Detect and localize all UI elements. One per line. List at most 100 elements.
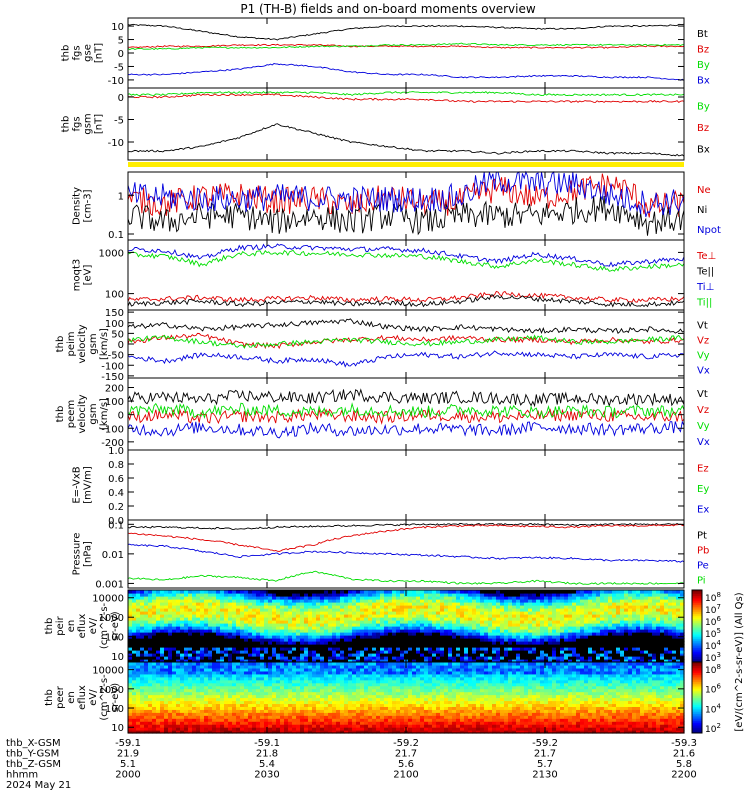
spectrogram-cell [476, 653, 481, 657]
spectrogram-cell [248, 670, 253, 675]
spectrogram-cell [636, 647, 641, 651]
spectrogram-cell [664, 644, 669, 648]
spectrogram-cell [300, 682, 305, 687]
spectrogram-cell [536, 596, 541, 600]
spectrogram-cell [244, 650, 249, 654]
spectrogram-cell [384, 638, 389, 642]
spectrogram-cell [316, 629, 321, 633]
spectrogram-cell [560, 614, 565, 618]
spectrogram-cell [608, 635, 613, 639]
spectrogram-cell [444, 593, 449, 597]
spectrogram-cell [604, 620, 609, 624]
spectrogram-cell [236, 682, 241, 687]
spectrogram-cell [284, 632, 289, 636]
spectrogram-cell [172, 656, 177, 660]
spectrogram-cell [252, 602, 257, 606]
spectrogram-cell [368, 605, 373, 609]
spectrogram-cell [660, 653, 665, 657]
spectrogram-cell [480, 656, 485, 660]
spectrogram-cell [424, 626, 429, 630]
spectrogram-cell [204, 676, 209, 681]
spectrogram-cell [540, 599, 545, 603]
spectrogram-cell [180, 614, 185, 618]
spectrogram-cell [188, 697, 193, 702]
spectrogram-cell [320, 718, 325, 722]
spectrogram-cell [348, 688, 353, 693]
spectrogram-cell [368, 635, 373, 639]
spectrogram-cell [408, 602, 413, 606]
spectrogram-cell [204, 611, 209, 615]
spectrogram-cell [344, 685, 349, 690]
spectrogram-cell [248, 730, 253, 734]
spectrogram-cell [372, 656, 377, 660]
spectrogram-cell [680, 593, 685, 597]
spectrogram-cell [480, 644, 485, 648]
spectrogram-cell [316, 638, 321, 642]
spectrogram-cell [188, 691, 193, 696]
spectrogram-cell [140, 635, 145, 639]
spectrogram-cell [140, 626, 145, 630]
spectrogram-cell [472, 626, 477, 630]
spectrogram-cell [456, 593, 461, 597]
spectrogram-cell [244, 718, 249, 722]
spectrogram-cell [324, 662, 329, 666]
spectrogram-cell [332, 590, 337, 594]
y-tick-label: -100 [101, 361, 124, 372]
spectrogram-cell [676, 602, 681, 606]
spectrogram-cell [240, 673, 245, 678]
spectrogram-cell [504, 638, 509, 642]
legend-Ne: Ne [697, 185, 711, 196]
spectrogram-cell [212, 670, 217, 675]
spectrogram-cell [500, 611, 505, 615]
spectrogram-cell [628, 623, 633, 627]
spectrogram-cell [236, 676, 241, 681]
spectrogram-cell [260, 632, 265, 636]
spectrogram-cell [348, 632, 353, 636]
spectrogram-cell [180, 596, 185, 600]
spectrogram-cell [496, 638, 501, 642]
spectrogram-cell [424, 659, 429, 663]
spectrogram-cell [544, 590, 549, 594]
spectrogram-cell [172, 626, 177, 630]
spectrogram-cell [192, 685, 197, 690]
spectrogram-cell [256, 706, 261, 710]
spectrogram-cell [328, 712, 333, 716]
spectrogram-cell [300, 626, 305, 630]
spectrogram-cell [208, 659, 213, 663]
spectrogram-cell [544, 614, 549, 618]
spectrogram-cell [668, 632, 673, 636]
spectrogram-cell [644, 659, 649, 663]
spectrogram-cell [468, 608, 473, 612]
spectrogram-cell [660, 641, 665, 645]
spectrogram-cell [184, 626, 189, 630]
spectrogram-cell [332, 644, 337, 648]
spectrogram-cell [180, 673, 185, 678]
spectrogram-cell [428, 596, 433, 600]
spectrogram-cell [184, 724, 189, 728]
spectrogram-cell [616, 608, 621, 612]
spectrogram-cell [176, 709, 181, 713]
spectrogram-cell [504, 647, 509, 651]
spectrogram-cell [400, 635, 405, 639]
spectrogram-cell [180, 611, 185, 615]
spectrogram-cell [512, 653, 517, 657]
spectrogram-cell [444, 599, 449, 603]
spectrogram-cell [132, 679, 137, 684]
spectrogram-cell [204, 724, 209, 728]
spectrogram-cell [172, 712, 177, 716]
spectrogram-cell [168, 697, 173, 702]
spectrogram-cell [656, 617, 661, 621]
spectrogram-cell [540, 590, 545, 594]
spectrogram-cell [428, 593, 433, 597]
spectrogram-cell [528, 650, 533, 654]
spectrogram-cell [152, 659, 157, 663]
spectrogram-cell [512, 644, 517, 648]
spectrogram-cell [632, 632, 637, 636]
spectrogram-cell [524, 629, 529, 633]
spectrogram-cell [264, 718, 269, 722]
spectrogram-cell [144, 638, 149, 642]
spectrogram-cell [664, 593, 669, 597]
legend-Ni: Ni [697, 205, 707, 216]
spectrogram-cell [280, 724, 285, 728]
spectrogram-cell [328, 667, 333, 672]
